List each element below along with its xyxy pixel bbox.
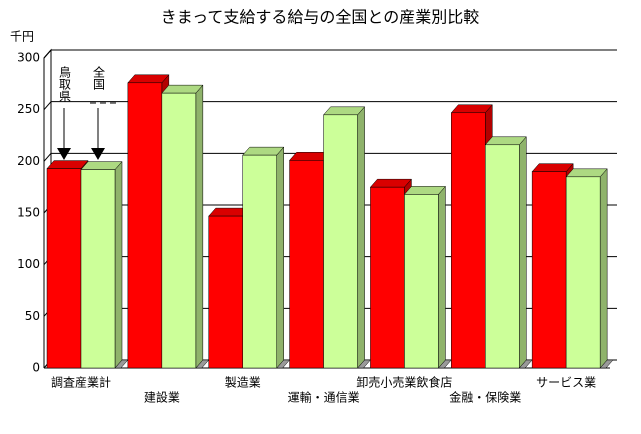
legend-arrowhead bbox=[57, 148, 71, 160]
bar-face bbox=[565, 176, 601, 369]
bar bbox=[484, 136, 527, 369]
bar-face bbox=[276, 146, 284, 369]
bar-face bbox=[531, 171, 567, 369]
x-tick-label: 製造業 bbox=[225, 376, 261, 390]
y-tick-label: 0 bbox=[32, 361, 40, 375]
bar-face bbox=[531, 163, 574, 172]
bar bbox=[565, 168, 608, 369]
bar bbox=[161, 84, 204, 369]
legend-label: 全国 bbox=[92, 65, 106, 90]
bar-face bbox=[242, 146, 285, 156]
bar-face bbox=[195, 84, 204, 369]
y-tick-label: 300 bbox=[17, 51, 40, 65]
bar bbox=[403, 185, 446, 369]
bar-face bbox=[127, 74, 170, 84]
y-tick-label: 200 bbox=[17, 154, 40, 168]
bar-face bbox=[114, 160, 123, 369]
bar-face bbox=[208, 215, 243, 369]
chart-title: きまって支給する給与の全国との産業別比較 bbox=[161, 8, 479, 27]
bar-face bbox=[127, 82, 163, 369]
bar-face bbox=[519, 136, 527, 369]
bar-face bbox=[357, 106, 365, 369]
tick-mark bbox=[43, 101, 52, 110]
bar-face bbox=[451, 112, 486, 369]
y-unit: 千円 bbox=[10, 30, 34, 44]
tick-mark bbox=[43, 49, 52, 59]
y-tick-label: 100 bbox=[17, 257, 40, 271]
y-tick-label: 150 bbox=[17, 206, 40, 220]
legend-label: 鳥取県 bbox=[58, 65, 72, 102]
x-tick-label: サービス業 bbox=[536, 376, 596, 390]
bar-face bbox=[80, 169, 116, 369]
bar-face bbox=[403, 186, 446, 195]
bar-face bbox=[46, 160, 89, 169]
bar-face bbox=[484, 136, 527, 146]
bar bbox=[80, 160, 123, 369]
x-tick-label: 卸売小売業飲食店 bbox=[356, 375, 452, 390]
bar bbox=[242, 146, 285, 369]
bar-face bbox=[161, 84, 204, 94]
bar-face bbox=[80, 161, 123, 170]
bar-face bbox=[404, 194, 439, 369]
bar-face bbox=[450, 104, 493, 114]
x-tick-label: 金融・保険業 bbox=[449, 390, 521, 405]
bar-face bbox=[289, 160, 324, 369]
bar-face bbox=[438, 185, 446, 369]
bar-face bbox=[161, 92, 197, 369]
bar-face bbox=[323, 106, 366, 116]
y-tick-label: 250 bbox=[17, 102, 40, 116]
bar-face bbox=[369, 178, 412, 188]
bar-face bbox=[485, 144, 520, 369]
bar-face bbox=[242, 154, 277, 369]
bar-face bbox=[370, 186, 405, 369]
bar-face bbox=[565, 168, 608, 178]
tick-mark bbox=[43, 153, 52, 162]
bar bbox=[323, 106, 366, 369]
y-tick-label: 50 bbox=[25, 309, 40, 323]
x-tick-label: 運輸・通信業 bbox=[288, 390, 360, 405]
legend-arrowhead bbox=[91, 148, 105, 160]
x-tick-label: 建設業 bbox=[144, 390, 180, 405]
bar-face bbox=[46, 168, 82, 369]
x-tick-label: 調査産業計 bbox=[51, 375, 111, 390]
bar-face bbox=[323, 114, 358, 369]
bar-face bbox=[599, 168, 608, 369]
